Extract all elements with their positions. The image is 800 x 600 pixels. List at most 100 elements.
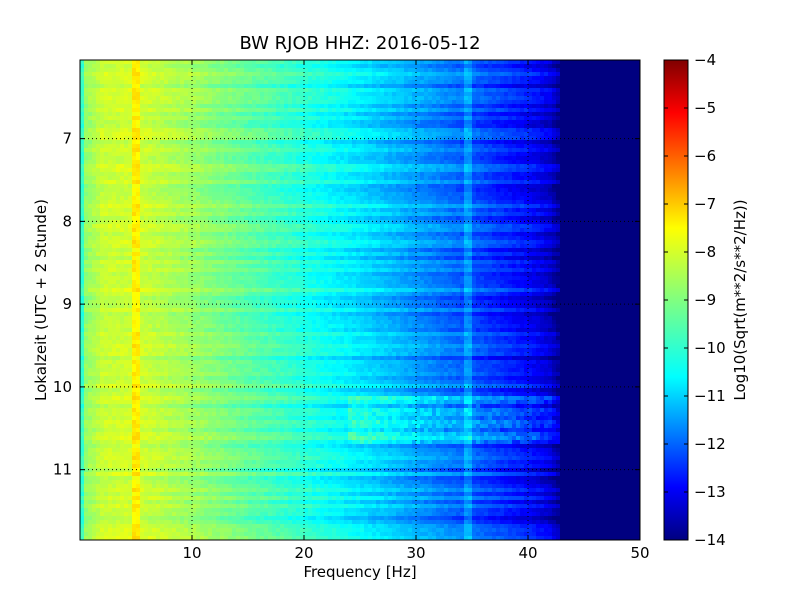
heatmap-cell xyxy=(580,100,585,105)
heatmap-cell xyxy=(492,128,497,133)
heatmap-cell xyxy=(228,108,233,113)
heatmap-cell xyxy=(224,168,229,173)
heatmap-cell xyxy=(148,128,153,133)
heatmap-cell xyxy=(320,96,325,101)
heatmap-cell xyxy=(628,104,633,109)
heatmap-cell xyxy=(436,96,441,101)
heatmap-cell xyxy=(516,148,521,153)
heatmap-cell xyxy=(272,64,277,69)
heatmap-cell xyxy=(320,140,325,145)
heatmap-cell xyxy=(636,140,640,145)
heatmap-cell xyxy=(96,168,101,173)
heatmap-cell xyxy=(352,112,357,117)
heatmap-cell xyxy=(224,60,229,65)
heatmap-cell xyxy=(244,196,249,201)
heatmap-cell xyxy=(144,108,149,113)
heatmap-cell xyxy=(212,140,217,145)
heatmap-cell xyxy=(484,68,489,73)
heatmap-cell xyxy=(336,180,341,185)
heatmap-cell xyxy=(220,188,225,193)
heatmap-cell xyxy=(496,144,501,149)
heatmap-cell xyxy=(624,148,629,153)
heatmap-cell xyxy=(316,108,321,113)
heatmap-cell xyxy=(392,60,397,65)
heatmap-cell xyxy=(588,172,593,177)
heatmap-cell xyxy=(304,96,309,101)
heatmap-cell xyxy=(368,100,373,105)
heatmap-cell xyxy=(180,132,185,137)
heatmap-cell xyxy=(576,68,581,73)
heatmap-cell xyxy=(188,116,193,121)
heatmap-cell xyxy=(388,72,393,77)
heatmap-cell xyxy=(632,148,637,153)
heatmap-cell xyxy=(620,100,625,105)
heatmap-cell xyxy=(96,136,101,141)
heatmap-cell xyxy=(304,172,309,177)
heatmap-cell xyxy=(300,132,305,137)
heatmap-cell xyxy=(416,168,421,173)
heatmap-cell xyxy=(216,192,221,197)
heatmap-cell xyxy=(412,76,417,81)
heatmap-cell xyxy=(544,160,549,165)
heatmap-cell xyxy=(548,140,553,145)
heatmap-cell xyxy=(508,60,513,65)
heatmap-cell xyxy=(600,80,605,85)
heatmap-cell xyxy=(176,88,181,93)
heatmap-cell xyxy=(312,140,317,145)
heatmap-cell xyxy=(440,172,445,177)
heatmap-cell xyxy=(560,96,565,101)
heatmap-cell xyxy=(560,152,565,157)
heatmap-cell xyxy=(636,168,640,173)
heatmap-cell xyxy=(616,116,621,121)
heatmap-cell xyxy=(528,160,533,165)
heatmap-cell xyxy=(448,172,453,177)
heatmap-cell xyxy=(548,112,553,117)
heatmap-cell xyxy=(560,116,565,121)
heatmap-cell xyxy=(520,148,525,153)
heatmap-cell xyxy=(620,140,625,145)
heatmap-cell xyxy=(132,172,137,177)
heatmap-cell xyxy=(528,116,533,121)
heatmap-cell xyxy=(412,80,417,85)
heatmap-cell xyxy=(92,180,97,185)
heatmap-cell xyxy=(300,80,305,85)
heatmap-cell xyxy=(284,68,289,73)
heatmap-cell xyxy=(464,148,469,153)
heatmap-cell xyxy=(504,180,509,185)
heatmap-cell xyxy=(376,180,381,185)
heatmap-cell xyxy=(236,80,241,85)
heatmap-cell xyxy=(384,60,389,65)
heatmap-cell xyxy=(360,96,365,101)
heatmap-cell xyxy=(320,68,325,73)
heatmap-cell xyxy=(212,112,217,117)
heatmap-cell xyxy=(460,132,465,137)
heatmap-cell xyxy=(504,132,509,137)
heatmap-cell xyxy=(296,192,301,197)
heatmap-cell xyxy=(556,160,561,165)
heatmap-cell xyxy=(604,140,609,145)
heatmap-cell xyxy=(180,140,185,145)
heatmap-cell xyxy=(296,124,301,129)
heatmap-cell xyxy=(588,88,593,93)
heatmap-cell xyxy=(244,148,249,153)
heatmap-cell xyxy=(304,136,309,141)
heatmap-cell xyxy=(260,196,265,201)
heatmap-cell xyxy=(184,116,189,121)
heatmap-cell xyxy=(260,104,265,109)
heatmap-cell xyxy=(204,136,209,141)
heatmap-cell xyxy=(268,180,273,185)
heatmap-cell xyxy=(452,100,457,105)
heatmap-cell xyxy=(624,68,629,73)
heatmap-cell xyxy=(308,124,313,129)
heatmap-cell xyxy=(516,88,521,93)
heatmap-cell xyxy=(224,132,229,137)
heatmap-cell xyxy=(360,144,365,149)
heatmap-cell xyxy=(476,100,481,105)
heatmap-cell xyxy=(88,168,93,173)
heatmap-cell xyxy=(188,64,193,69)
heatmap-cell xyxy=(368,200,373,205)
heatmap-cell xyxy=(272,160,277,165)
heatmap-cell xyxy=(268,132,273,137)
heatmap-cell xyxy=(488,184,493,189)
heatmap-cell xyxy=(164,84,169,89)
